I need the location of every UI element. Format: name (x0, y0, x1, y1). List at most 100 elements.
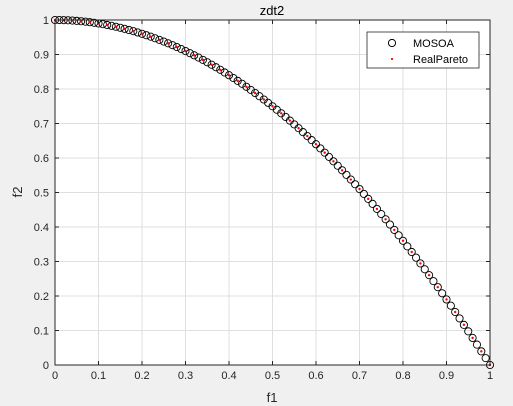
y-tick-label: 1 (43, 15, 49, 27)
point-mosoa (116, 23, 125, 32)
legend-label-realpareto: RealPareto (413, 54, 468, 66)
point-realpareto (454, 310, 457, 314)
x-axis-label: f1 (267, 390, 278, 405)
y-tick-label: 0.9 (34, 50, 49, 62)
point-mosoa (468, 333, 477, 343)
point-mosoa (377, 210, 386, 219)
point-mosoa (181, 47, 190, 56)
point-mosoa (211, 63, 220, 72)
x-tick-label: 0.9 (439, 370, 454, 382)
point-realpareto (158, 38, 161, 42)
point-mosoa (172, 42, 181, 52)
point-realpareto (193, 54, 196, 57)
point-realpareto (427, 273, 431, 277)
point-mosoa (85, 18, 94, 27)
point-mosoa (229, 73, 238, 83)
point-realpareto (340, 169, 344, 172)
point-mosoa (425, 271, 434, 280)
point-mosoa (342, 170, 351, 179)
point-mosoa (394, 231, 403, 240)
point-mosoa (416, 259, 425, 268)
point-mosoa (237, 79, 247, 88)
point-mosoa (168, 41, 177, 50)
point-mosoa (133, 28, 142, 37)
point-mosoa (403, 242, 412, 251)
point-realpareto (140, 32, 144, 35)
point-mosoa (477, 347, 486, 356)
point-realpareto (184, 49, 187, 53)
point-mosoa (124, 25, 133, 35)
point-realpareto (106, 23, 109, 27)
point-mosoa (359, 189, 368, 198)
point-mosoa (233, 76, 242, 85)
point-mosoa (429, 277, 438, 286)
point-realpareto (166, 42, 170, 45)
point-mosoa (385, 220, 395, 229)
point-realpareto (314, 143, 318, 146)
point-mosoa (438, 289, 447, 298)
point-mosoa (307, 136, 316, 145)
point-realpareto (114, 25, 118, 28)
point-mosoa (198, 55, 207, 64)
legend-marker-realpareto (390, 57, 394, 61)
x-tick-label: 0.1 (91, 370, 106, 382)
point-mosoa (472, 340, 482, 349)
x-tick-label: 0.7 (352, 370, 367, 382)
y-tick-label: 0 (43, 360, 49, 372)
point-mosoa (194, 53, 203, 62)
point-mosoa (455, 314, 464, 323)
point-realpareto (445, 298, 448, 301)
point-mosoa (324, 152, 334, 161)
x-tick-label: 0.3 (178, 370, 193, 382)
point-mosoa (442, 295, 451, 304)
y-tick-label: 0.3 (34, 257, 49, 269)
point-realpareto (297, 126, 300, 130)
point-mosoa (481, 354, 490, 363)
y-tick-label: 0.6 (34, 153, 49, 165)
point-realpareto (262, 98, 265, 101)
point-mosoa (372, 204, 381, 213)
y-tick-label: 0.1 (34, 326, 49, 338)
x-tick-label: 0.4 (221, 370, 236, 382)
point-realpareto (401, 239, 405, 242)
point-mosoa (207, 60, 216, 69)
point-realpareto (227, 74, 231, 77)
point-realpareto (349, 178, 352, 181)
point-realpareto (323, 151, 326, 154)
point-mosoa (407, 247, 416, 257)
y-tick-label: 0.8 (34, 84, 49, 96)
point-mosoa (185, 49, 194, 58)
point-realpareto (201, 58, 205, 62)
x-tick-label: 0 (52, 370, 58, 382)
point-mosoa (203, 58, 212, 67)
point-realpareto (175, 45, 178, 49)
y-tick-label: 0.2 (34, 291, 49, 303)
point-mosoa (346, 175, 355, 184)
point-mosoa (142, 31, 151, 40)
point-mosoa (146, 32, 155, 41)
point-mosoa (368, 199, 377, 208)
point-mosoa (303, 132, 312, 141)
point-mosoa (459, 320, 468, 329)
point-mosoa (242, 82, 251, 91)
point-mosoa (224, 71, 234, 80)
point-mosoa (398, 236, 408, 245)
point-realpareto (306, 134, 309, 138)
point-mosoa (220, 68, 229, 77)
point-mosoa (150, 34, 160, 43)
legend-box (366, 31, 480, 69)
point-realpareto (462, 323, 466, 327)
point-mosoa (190, 51, 199, 60)
y-tick-label: 0.4 (34, 222, 49, 234)
point-mosoa (329, 157, 338, 166)
point-realpareto (419, 262, 422, 265)
x-tick-label: 0.8 (395, 370, 410, 382)
point-mosoa (420, 265, 429, 274)
point-realpareto (236, 79, 239, 83)
point-realpareto (280, 112, 283, 115)
point-mosoa (129, 27, 138, 36)
point-mosoa (364, 194, 373, 203)
point-mosoa (316, 144, 325, 153)
point-realpareto (471, 336, 474, 340)
